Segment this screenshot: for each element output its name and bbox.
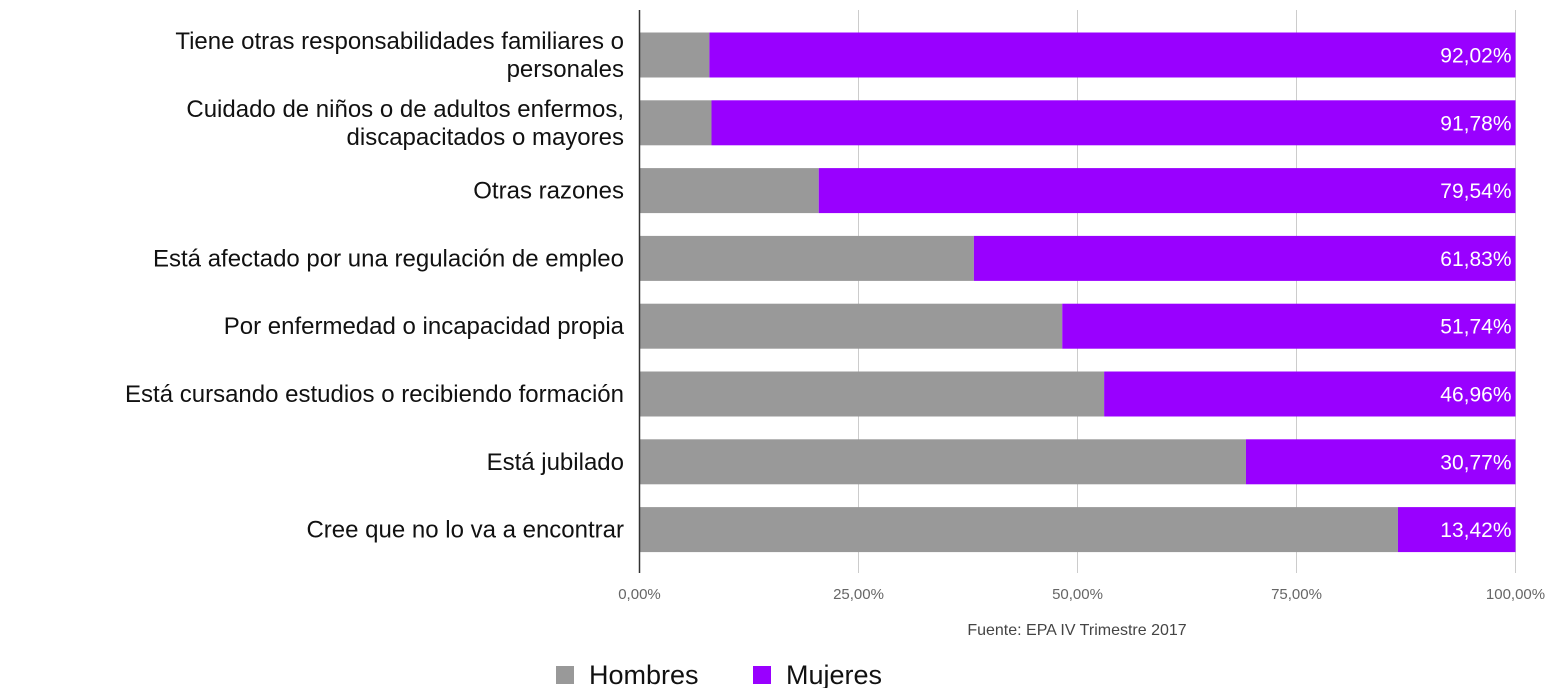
bar-mujeres xyxy=(711,100,1516,146)
data-label-mujeres: 79,54% xyxy=(1440,180,1511,203)
legend-label: Hombres xyxy=(589,660,699,688)
data-label-mujeres: 30,77% xyxy=(1440,451,1511,474)
bar-hombres xyxy=(639,235,974,281)
category-label: Cuidado de niños o de adultos enfermos, d… xyxy=(186,96,624,151)
data-label-mujeres: 92,02% xyxy=(1440,45,1511,68)
x-tick-label: 100,00% xyxy=(1486,586,1545,603)
bars: 92,02% 91,78% 79,54% 61,83% 51,74% 46,96% 30,7… xyxy=(639,32,1516,553)
source-note: Fuente: EPA IV Trimestre 2017 xyxy=(967,622,1186,639)
category-label: Tiene otras responsabilidades familiares… xyxy=(175,28,624,83)
bar-mujeres xyxy=(973,235,1516,281)
bar-mujeres xyxy=(1245,439,1516,485)
category-label: Está afectado por una regulación de empl… xyxy=(153,245,624,272)
category-label: Está cursando estudios o recibiendo form… xyxy=(125,381,624,408)
data-label-mujeres: 91,78% xyxy=(1440,112,1511,135)
x-tick-label: 75,00% xyxy=(1271,586,1322,603)
data-label-mujeres: 46,96% xyxy=(1440,384,1511,407)
bar-hombres xyxy=(639,439,1246,485)
bar-mujeres xyxy=(709,32,1516,78)
bar-hombres xyxy=(639,32,710,78)
legend-swatch xyxy=(753,666,771,684)
bar-hombres xyxy=(639,507,1398,553)
legend-item-hombres: Hombres xyxy=(556,660,699,688)
legend: Hombres Mujeres xyxy=(556,660,882,688)
x-axis-tick-labels: 0,00% 25,00% 50,00% 75,00% 100,00% xyxy=(618,586,1545,603)
bar-mujeres xyxy=(1062,303,1516,349)
x-tick-label: 25,00% xyxy=(833,586,884,603)
data-label-mujeres: 51,74% xyxy=(1440,316,1511,339)
bar-hombres xyxy=(639,371,1105,417)
legend-item-mujeres: Mujeres xyxy=(753,660,882,688)
category-labels: Tiene otras responsabilidades familiares… xyxy=(125,28,625,544)
legend-swatch xyxy=(556,666,574,684)
category-label: Está jubilado xyxy=(487,449,624,476)
bar-hombres xyxy=(639,168,819,214)
category-label: Otras razones xyxy=(473,178,624,205)
data-label-mujeres: 13,42% xyxy=(1440,519,1511,542)
data-label-mujeres: 61,83% xyxy=(1440,248,1511,271)
category-label: Cree que no lo va a encontrar xyxy=(306,517,624,544)
bar-mujeres xyxy=(1397,507,1516,553)
legend-label: Mujeres xyxy=(786,660,882,688)
x-tick-label: 50,00% xyxy=(1052,586,1103,603)
gridlines xyxy=(858,10,1516,573)
bar-mujeres xyxy=(818,168,1516,214)
bar-hombres xyxy=(639,100,712,146)
bar-hombres xyxy=(639,303,1063,349)
bar-mujeres xyxy=(1104,371,1516,417)
x-tick-label: 0,00% xyxy=(618,586,661,603)
category-label: Por enfermedad o incapacidad propia xyxy=(224,313,625,340)
